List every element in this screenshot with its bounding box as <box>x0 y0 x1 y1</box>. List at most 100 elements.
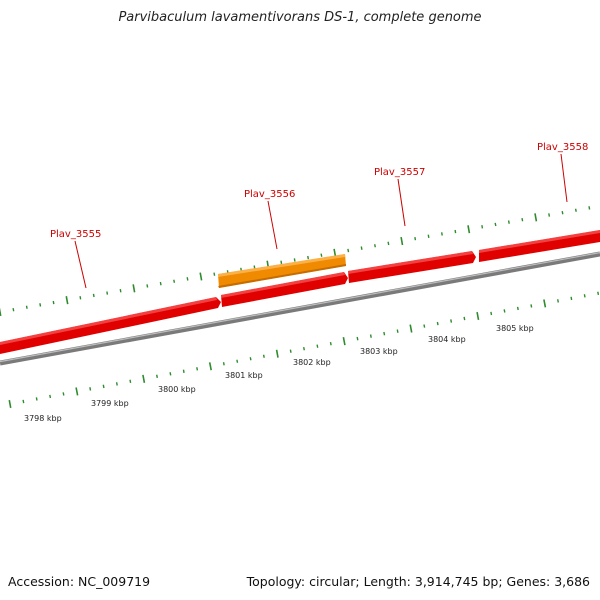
lower-scale-tick <box>102 384 105 389</box>
lower-scale-tick <box>115 382 118 386</box>
upper-scale-tick <box>92 293 95 298</box>
upper-scale-tick <box>574 208 577 212</box>
upper-scale-tick <box>132 284 136 293</box>
lower-scale-tick <box>316 344 319 348</box>
upper-scale-tick <box>213 272 216 276</box>
upper-scale-tick <box>39 303 42 307</box>
scale-label-3800: 3800 kbp <box>158 385 196 394</box>
upper-scale-tick <box>320 253 323 257</box>
lower-scale-tick <box>142 374 146 383</box>
upper-scale-tick <box>159 281 162 286</box>
upper-scale-tick <box>548 213 551 217</box>
lower-scale-tick <box>516 306 519 311</box>
lower-scale-tick <box>463 316 466 321</box>
lower-scale-tick <box>289 349 292 353</box>
upper-scale-tick <box>360 246 363 250</box>
upper-scale-tick <box>481 225 484 229</box>
lower-scale-tick <box>208 362 212 371</box>
gene-label-plav-3555: Plav_3555 <box>50 229 101 240</box>
upper-scale-tick <box>0 307 2 317</box>
upper-scale-tick <box>441 232 443 236</box>
scale-label-3799: 3799 kbp <box>91 399 129 408</box>
upper-scale-tick <box>561 210 564 215</box>
lower-scale-tick <box>356 336 359 341</box>
upper-scale-tick <box>119 288 122 293</box>
leader-line-plav-3555 <box>74 240 87 289</box>
lower-scale-tick <box>583 294 586 298</box>
lower-scale-tick <box>543 299 547 308</box>
upper-scale-tick <box>521 217 524 222</box>
gene-label-plav-3556: Plav_3556 <box>244 189 295 200</box>
lower-scale-tick <box>329 341 332 346</box>
upper-scale-tick <box>588 206 591 210</box>
leader-line-plav-3557 <box>397 178 406 227</box>
upper-scale-tick <box>12 307 15 312</box>
lower-scale-tick <box>490 311 493 316</box>
upper-scale-tick <box>65 296 69 305</box>
upper-scale-tick <box>387 241 390 246</box>
scale-label-3804: 3804 kbp <box>428 335 466 344</box>
accession-text: Accession: NC_009719 <box>8 574 151 589</box>
upper-scale-tick <box>534 213 538 222</box>
lower-scale-tick <box>450 319 453 323</box>
lower-scale-tick <box>249 357 252 361</box>
upper-scale-tick <box>293 258 296 262</box>
lower-scale-tick <box>35 397 38 401</box>
upper-scale-tick <box>507 220 510 224</box>
lower-scale-tick <box>303 346 305 351</box>
lower-scale-tick <box>182 369 185 374</box>
lower-scale-tick <box>409 324 413 333</box>
gene-arrow-plav-3556[interactable] <box>221 272 348 307</box>
upper-scale-tick <box>25 305 28 309</box>
lower-scale-tick <box>75 387 79 396</box>
upper-scale-tick <box>374 244 376 248</box>
upper-scale-tick <box>106 291 109 295</box>
upper-scale-tick <box>146 284 149 288</box>
lower-scale-tick <box>342 337 346 346</box>
lower-scale-tick <box>597 291 600 296</box>
lower-scale-tick <box>236 359 239 363</box>
lower-scale-tick <box>436 321 439 326</box>
upper-scale-tick <box>467 225 471 234</box>
lower-scale-tick <box>396 329 399 333</box>
upper-scale-tick <box>173 279 176 283</box>
lower-scale-tick <box>557 299 559 303</box>
upper-scale-tick <box>79 296 82 300</box>
upper-scale-tick <box>199 272 203 281</box>
upper-scale-tick <box>347 248 350 253</box>
leader-line-plav-3556 <box>267 200 278 250</box>
upper-scale-tick <box>494 222 497 227</box>
upper-tick-track <box>0 206 591 317</box>
scale-label-3802: 3802 kbp <box>293 358 331 367</box>
leader-line-plav-3558 <box>560 153 568 203</box>
scale-label-3805: 3805 kbp <box>496 324 534 333</box>
lower-scale-tick <box>476 311 480 321</box>
genome-summary-text: Topology: circular; Length: 3,914,745 bp… <box>246 574 590 589</box>
upper-scale-tick <box>52 300 55 305</box>
upper-scale-tick <box>454 229 457 234</box>
lower-scale-tick <box>62 392 65 396</box>
lower-scale-tick <box>169 372 172 376</box>
lower-scale-tick <box>22 399 25 404</box>
gene-arrow-plav-3558[interactable] <box>479 230 600 262</box>
lower-scale-tick <box>383 331 386 336</box>
lower-scale-tick <box>530 304 533 308</box>
lower-scale-tick <box>8 399 12 409</box>
upper-scale-tick <box>414 236 417 241</box>
lower-scale-tick <box>196 367 199 371</box>
lower-scale-tick <box>570 296 573 301</box>
gene-arrow-plav-3557[interactable] <box>348 251 476 283</box>
lower-scale-tick <box>275 349 279 358</box>
lower-scale-tick <box>49 394 52 399</box>
upper-scale-tick <box>307 255 309 260</box>
genome-backbone <box>0 251 600 366</box>
highlighted-feature-plav-3556[interactable] <box>218 254 346 288</box>
lower-tick-track <box>8 291 600 409</box>
gene-arrow-plav-3555[interactable] <box>0 297 221 354</box>
lower-scale-tick <box>222 362 225 366</box>
gene-label-plav-3557: Plav_3557 <box>374 167 425 178</box>
gene-label-plav-3558: Plav_3558 <box>537 142 588 153</box>
lower-scale-tick <box>423 324 426 328</box>
scale-label-3801: 3801 kbp <box>225 371 263 380</box>
